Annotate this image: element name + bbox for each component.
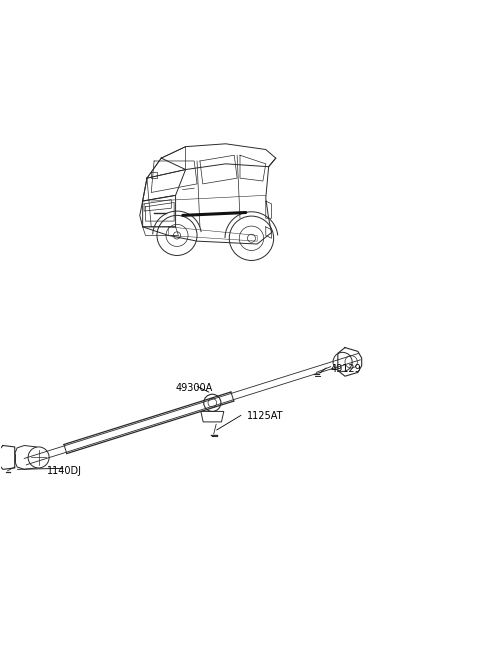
Text: 1140DJ: 1140DJ	[47, 466, 82, 476]
Text: 49300A: 49300A	[176, 382, 213, 393]
Text: 49129: 49129	[331, 363, 361, 373]
Text: 1125AT: 1125AT	[247, 411, 284, 421]
